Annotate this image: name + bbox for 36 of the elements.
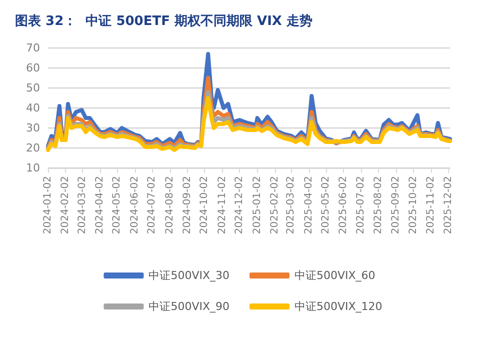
- chart-title: 图表 32： 中证 500ETF 期权不同期限 VIX 走势: [15, 13, 312, 29]
- x-tick-label: 2024-08-02: [164, 176, 176, 234]
- x-tick-label: 2024-03-02: [76, 176, 88, 234]
- x-tick-label: 2024-02-02: [60, 176, 72, 234]
- x-tick-label: 2025-08-02: [373, 176, 384, 234]
- x-tick-label: 2025-09-02: [390, 176, 402, 234]
- x-tick-label: 2025-03-02: [286, 176, 297, 234]
- x-tick-label: 2025-05-02: [320, 176, 332, 234]
- x-tick-label: 2025-06-02: [338, 176, 350, 234]
- x-tick-label: 2025-01-02: [252, 176, 263, 234]
- y-tick-label: 30: [26, 122, 40, 134]
- x-tick-label: 2024-10-02: [199, 176, 210, 234]
- x-tick-label: 2025-04-02: [303, 176, 314, 234]
- x-tick-label: 2025-10-02: [408, 176, 419, 234]
- legend-label: 中证500VIX_90: [148, 300, 230, 313]
- legend-label: 中证500VIX_60: [294, 269, 376, 282]
- x-tick-label: 2024-11-02: [216, 176, 228, 234]
- legend-label: 中证500VIX_120: [294, 300, 382, 313]
- x-tick-label: 2024-07-02: [146, 176, 158, 234]
- x-tick-label: 2024-12-02: [234, 176, 246, 234]
- y-tick-label: 70: [26, 42, 40, 54]
- x-tick-label: 2025-12-02: [442, 176, 454, 234]
- y-tick-label: 10: [26, 162, 40, 174]
- y-tick-label: 20: [26, 142, 40, 154]
- legend-label: 中证500VIX_30: [148, 269, 230, 282]
- x-tick-label: 2024-04-02: [94, 176, 106, 234]
- x-tick-label: 2024-05-02: [112, 176, 123, 234]
- x-tick-label: 2025-07-02: [355, 176, 366, 234]
- x-tick-label: 2024-09-02: [182, 176, 194, 234]
- x-tick-label: 2025-11-02: [426, 176, 437, 234]
- y-tick-label: 40: [26, 102, 40, 114]
- x-tick-label: 2025-02-02: [270, 176, 281, 234]
- x-tick-label: 2024-01-02: [42, 176, 54, 234]
- y-tick-label: 60: [26, 62, 40, 74]
- x-tick-label: 2024-06-02: [129, 176, 140, 234]
- y-tick-label: 50: [26, 82, 40, 94]
